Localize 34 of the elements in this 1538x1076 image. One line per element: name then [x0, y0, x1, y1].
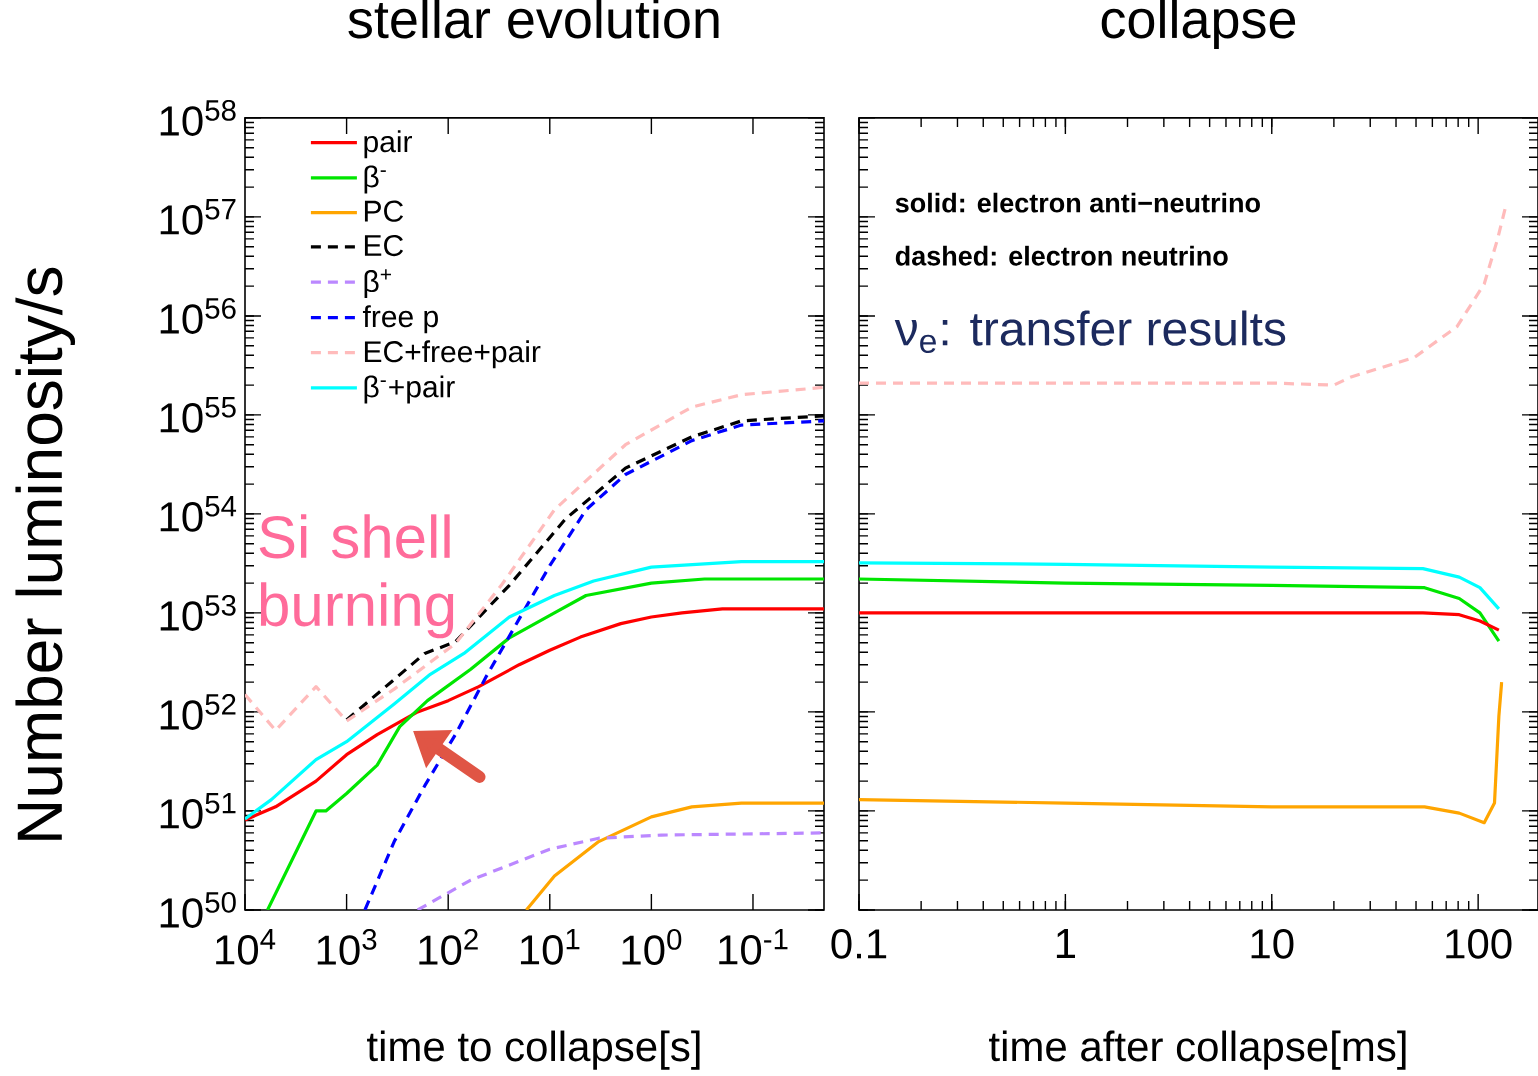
- legend-label: EC: [364, 234, 404, 257]
- y-tick-label: 10$^{51}$: [160, 793, 236, 829]
- y-tick-label: 10$^{52}$: [160, 693, 236, 730]
- x-tick-label: 10$^{2}$: [419, 929, 478, 965]
- legend-label: EC+free+pair: [364, 340, 541, 369]
- legend-label: β$^{+}$: [364, 269, 391, 299]
- x-tick-label: 10$^{1}$: [520, 928, 580, 965]
- legend-label: β$^{-}$+pair: [364, 375, 455, 404]
- x-tick-label: 10: [1251, 928, 1294, 959]
- x-tick-label: 0.1: [831, 928, 887, 959]
- legend-label: β$^{-}$: [364, 165, 386, 194]
- x-tick-label: 10$^{0}$: [622, 929, 682, 965]
- y-tick-label: 10$^{53}$: [160, 594, 236, 631]
- y-tick-label: 10$^{55}$: [160, 397, 236, 433]
- legend-label: PC: [364, 200, 404, 222]
- x-axis-title: time to collapse[s]: [367, 1030, 700, 1070]
- x-tick-label: 1: [1056, 929, 1075, 958]
- legend-label: free p: [362, 305, 438, 334]
- y-tick-label: 10$^{50}$: [160, 891, 236, 928]
- legend-label: pair: [364, 130, 412, 159]
- y-tick-label: 10$^{58}$: [160, 99, 236, 136]
- annotation: Si shell burning: [259, 514, 454, 639]
- x-axis-title: time after collapse[ms]: [989, 1030, 1406, 1070]
- annotation: solid: electron anti−neutrino: [895, 192, 1260, 213]
- x-tick-label: 10$^{3}$: [317, 929, 377, 965]
- y-tick-label: 10$^{56}$: [160, 297, 236, 334]
- y-tick-label: 10$^{57}$: [160, 199, 236, 235]
- annotation: dashed: electron neutrino: [895, 245, 1228, 266]
- annotation: ν$_{e}$: transfer results: [894, 310, 1286, 354]
- x-tick-label: 100: [1446, 928, 1512, 959]
- x-tick-label: 10$^{-1}$: [719, 928, 788, 965]
- y-tick-label: 10$^{54}$: [160, 496, 237, 532]
- y-axis-title: Number luminosity/s: [15, 267, 76, 840]
- x-tick-label: 10$^{4}$: [216, 928, 276, 965]
